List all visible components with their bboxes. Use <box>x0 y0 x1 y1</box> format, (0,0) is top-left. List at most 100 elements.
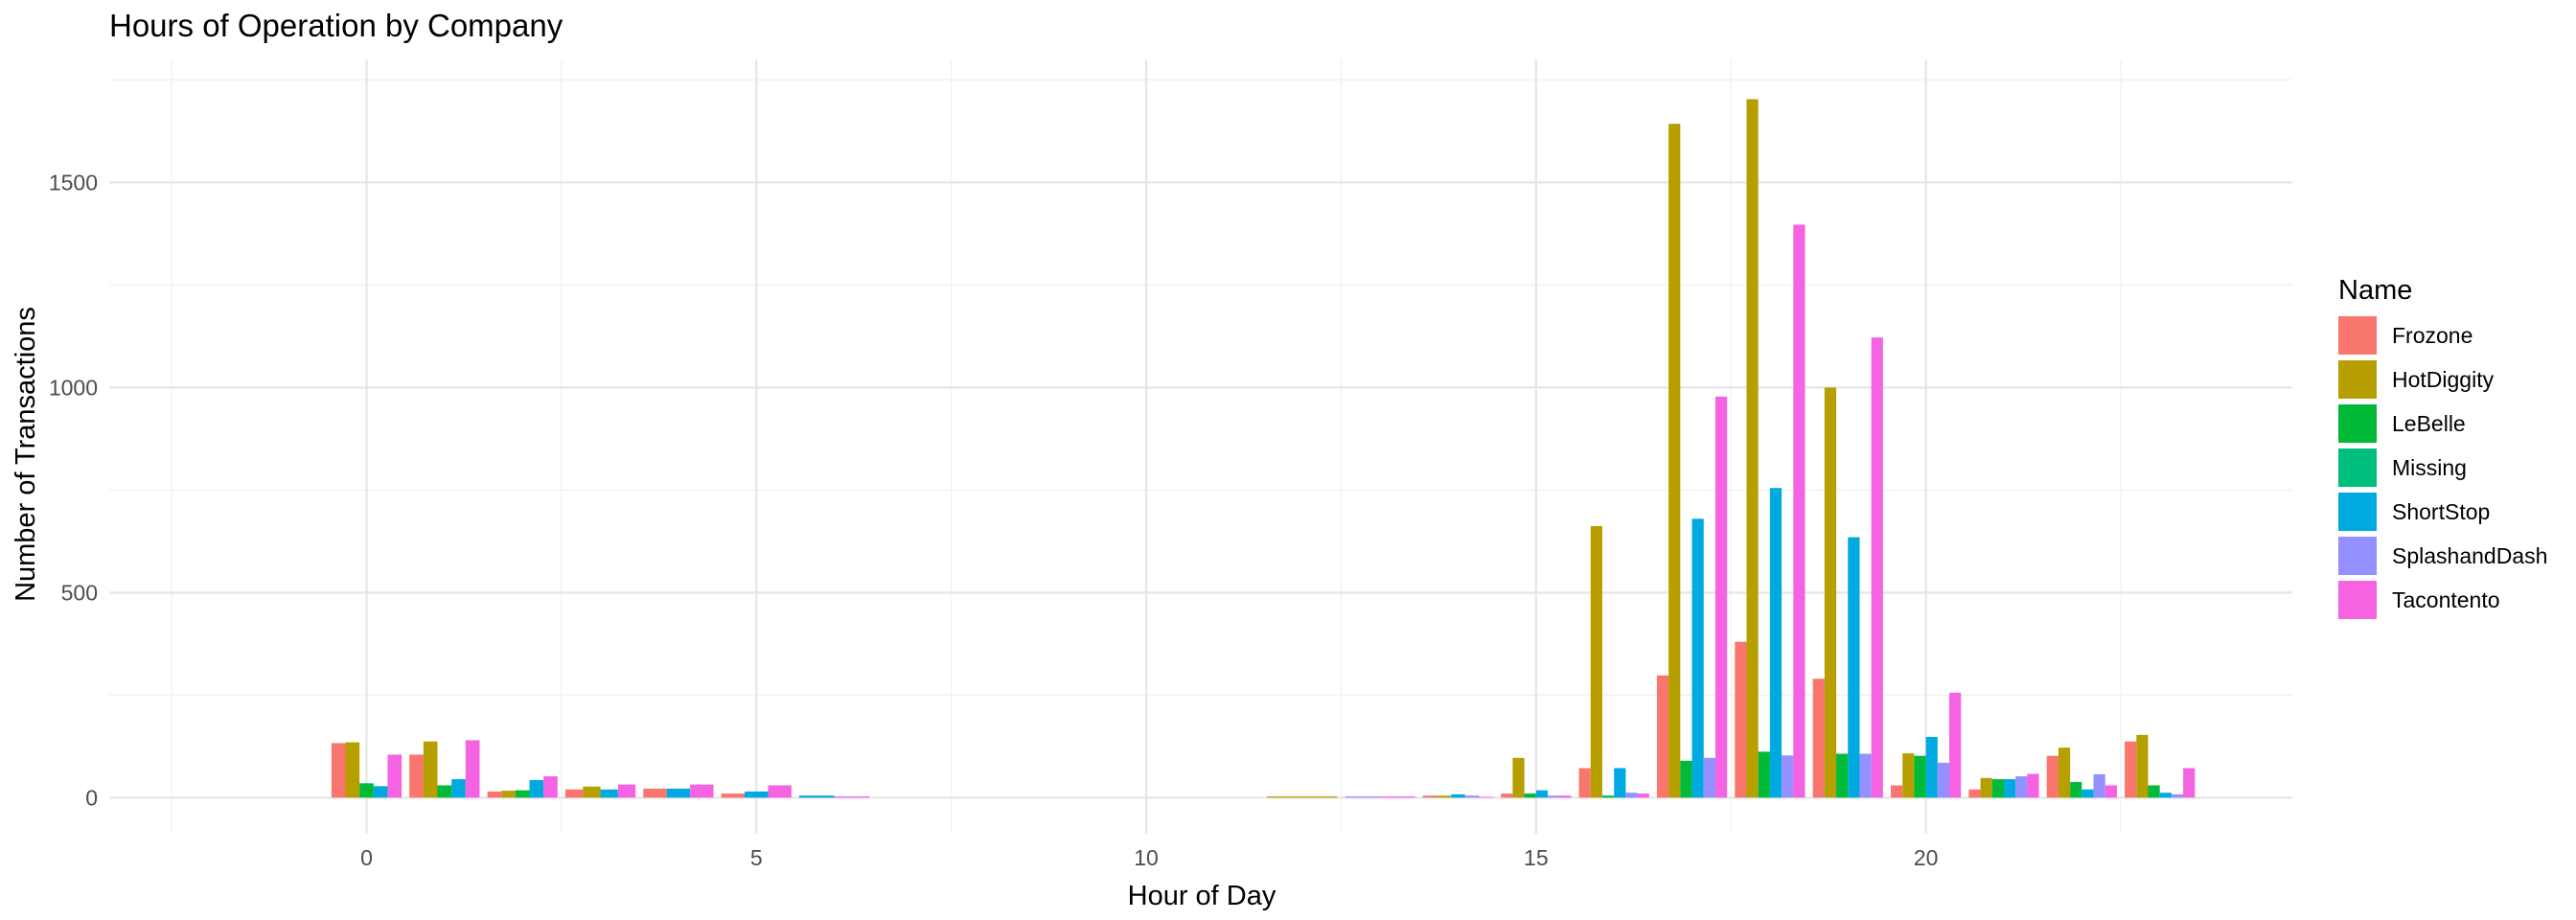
bar-hotdiggity-hour-23 <box>2136 734 2149 798</box>
bar-lebelle-hour-18 <box>1758 751 1770 798</box>
x-tick-label: 5 <box>750 845 763 870</box>
bar-shortstop-hour-2 <box>529 779 544 798</box>
legend-title: Name <box>2338 275 2412 306</box>
bars <box>331 99 2196 798</box>
bar-frozone-hour-15 <box>1501 794 1513 798</box>
y-tick-label: 1000 <box>49 375 98 400</box>
x-tick-label: 15 <box>1524 845 1549 870</box>
legend-swatch-shortstop <box>2338 493 2377 531</box>
bar-frozone-hour-21 <box>1968 789 1981 798</box>
y-tick-label: 500 <box>61 580 98 605</box>
bar-splashanddash-hour-18 <box>1782 755 1794 798</box>
chart-title: Hours of Operation by Company <box>109 8 564 43</box>
bar-tacontento-hour-15 <box>1559 795 1572 798</box>
bar-lebelle-hour-22 <box>2070 782 2082 798</box>
bar-frozone-hour-0 <box>331 743 346 798</box>
bar-tacontento-hour-5 <box>768 785 792 798</box>
bar-tacontento-hour-1 <box>465 740 480 798</box>
bar-lebelle-hour-19 <box>1836 753 1849 798</box>
bar-shortstop-hour-19 <box>1848 537 1860 798</box>
bar-frozone-hour-19 <box>1812 678 1825 798</box>
legend-swatch-tacontento <box>2338 581 2377 619</box>
bar-lebelle-hour-0 <box>359 783 374 798</box>
bar-shortstop-hour-22 <box>2082 789 2094 798</box>
legend-swatch-hotdiggity <box>2338 360 2377 399</box>
bar-tacontento-hour-2 <box>543 776 558 798</box>
bar-lebelle-hour-20 <box>1914 755 1926 798</box>
bar-tacontento-hour-19 <box>1871 337 1883 798</box>
x-tick-label: 0 <box>360 845 373 870</box>
bar-splashanddash-hour-17 <box>1703 757 1715 798</box>
bar-hotdiggity-hour-22 <box>2058 748 2071 798</box>
tick-labels: 0 5 10 15 20 0 500 1000 1500 <box>49 170 1939 870</box>
bar-lebelle-hour-2 <box>515 790 530 798</box>
bar-shortstop-hour-21 <box>2003 779 2016 798</box>
bar-hotdiggity-hour-19 <box>1824 387 1837 798</box>
bar-hotdiggity-hour-14 <box>1437 795 1452 798</box>
bar-hotdiggity-hour-3 <box>583 786 601 798</box>
bar-lebelle-hour-23 <box>2148 785 2160 798</box>
bar-frozone-hour-14 <box>1422 795 1438 798</box>
bar-lebelle-hour-17 <box>1680 760 1692 798</box>
bar-frozone-hour-20 <box>1891 785 1903 798</box>
bar-shortstop-hour-18 <box>1769 488 1782 798</box>
bar-shortstop-hour-1 <box>451 779 466 798</box>
bar-splashanddash-hour-15 <box>1548 795 1560 798</box>
legend-label-hotdiggity: HotDiggity <box>2392 367 2495 392</box>
bar-shortstop-hour-0 <box>373 786 388 798</box>
bar-frozone-hour-2 <box>487 791 502 798</box>
bar-hotdiggity-hour-20 <box>1902 753 1915 798</box>
bar-shortstop-hour-17 <box>1691 518 1704 798</box>
bar-splashanddash-hour-14 <box>1464 795 1480 798</box>
y-tick-label: 0 <box>85 785 98 810</box>
bar-shortstop-hour-14 <box>1451 794 1465 798</box>
legend-label-splashanddash: SplashandDash <box>2392 543 2547 568</box>
bar-frozone-hour-18 <box>1735 641 1747 798</box>
bar-hotdiggity-hour-21 <box>1980 777 1992 798</box>
legend-label-frozone: Frozone <box>2392 323 2472 348</box>
bar-frozone-hour-23 <box>2125 741 2137 798</box>
legend-label-tacontento: Tacontento <box>2392 587 2500 612</box>
bar-tacontento-hour-18 <box>1793 224 1806 798</box>
bar-frozone-hour-5 <box>721 794 746 798</box>
bar-tacontento-hour-16 <box>1637 794 1649 798</box>
bar-tacontento-hour-20 <box>1949 692 1962 798</box>
bar-lebelle-hour-21 <box>1991 779 2004 798</box>
bar-tacontento-hour-17 <box>1714 396 1728 798</box>
bar-hotdiggity-hour-12 <box>1267 796 1338 798</box>
legend-label-lebelle: LeBelle <box>2392 411 2466 436</box>
bar-lebelle-hour-15 <box>1524 794 1536 798</box>
legend-swatch-splashanddash <box>2338 537 2377 575</box>
bar-shortstop-hour-6 <box>799 795 835 798</box>
bar-tacontento-hour-6 <box>834 796 870 798</box>
bar-hotdiggity-hour-1 <box>423 741 438 798</box>
bar-splashanddash-hour-19 <box>1859 753 1872 798</box>
legend-swatch-missing <box>2338 448 2377 487</box>
bar-lebelle-hour-16 <box>1601 795 1615 798</box>
legend: Name Frozone HotDiggity LeBelle Missing Shor… <box>2338 275 2547 619</box>
bar-frozone-hour-4 <box>643 788 667 798</box>
bar-splashanddash-hour-20 <box>1937 762 1950 798</box>
x-axis-title: Hour of Day <box>1128 881 1276 911</box>
bar-shortstop-hour-5 <box>745 791 769 798</box>
y-tick-label: 1500 <box>49 170 98 195</box>
legend-label-missing: Missing <box>2392 455 2467 480</box>
bar-frozone-hour-22 <box>2046 755 2058 798</box>
bar-tacontento-hour-3 <box>617 784 636 798</box>
legend-swatch-frozone <box>2338 316 2377 355</box>
y-axis-title: Number of Transactions <box>11 307 41 602</box>
bar-frozone-hour-1 <box>409 754 424 798</box>
bar-lebelle-hour-1 <box>437 785 452 798</box>
bar-tacontento-hour-0 <box>387 754 402 798</box>
bar-shortstop-hour-20 <box>1925 737 1938 798</box>
bar-tacontento-hour-23 <box>2183 768 2196 798</box>
bar-tacontento-hour-21 <box>2027 773 2039 798</box>
bar-tacontento-hour-13 <box>1380 796 1415 798</box>
bar-shortstop-hour-4 <box>666 788 691 798</box>
legend-label-shortstop: ShortStop <box>2392 499 2490 524</box>
bar-shortstop-hour-16 <box>1614 768 1626 798</box>
x-tick-label: 20 <box>1914 845 1939 870</box>
bar-hotdiggity-hour-15 <box>1512 757 1525 798</box>
bar-frozone-hour-16 <box>1578 768 1591 798</box>
